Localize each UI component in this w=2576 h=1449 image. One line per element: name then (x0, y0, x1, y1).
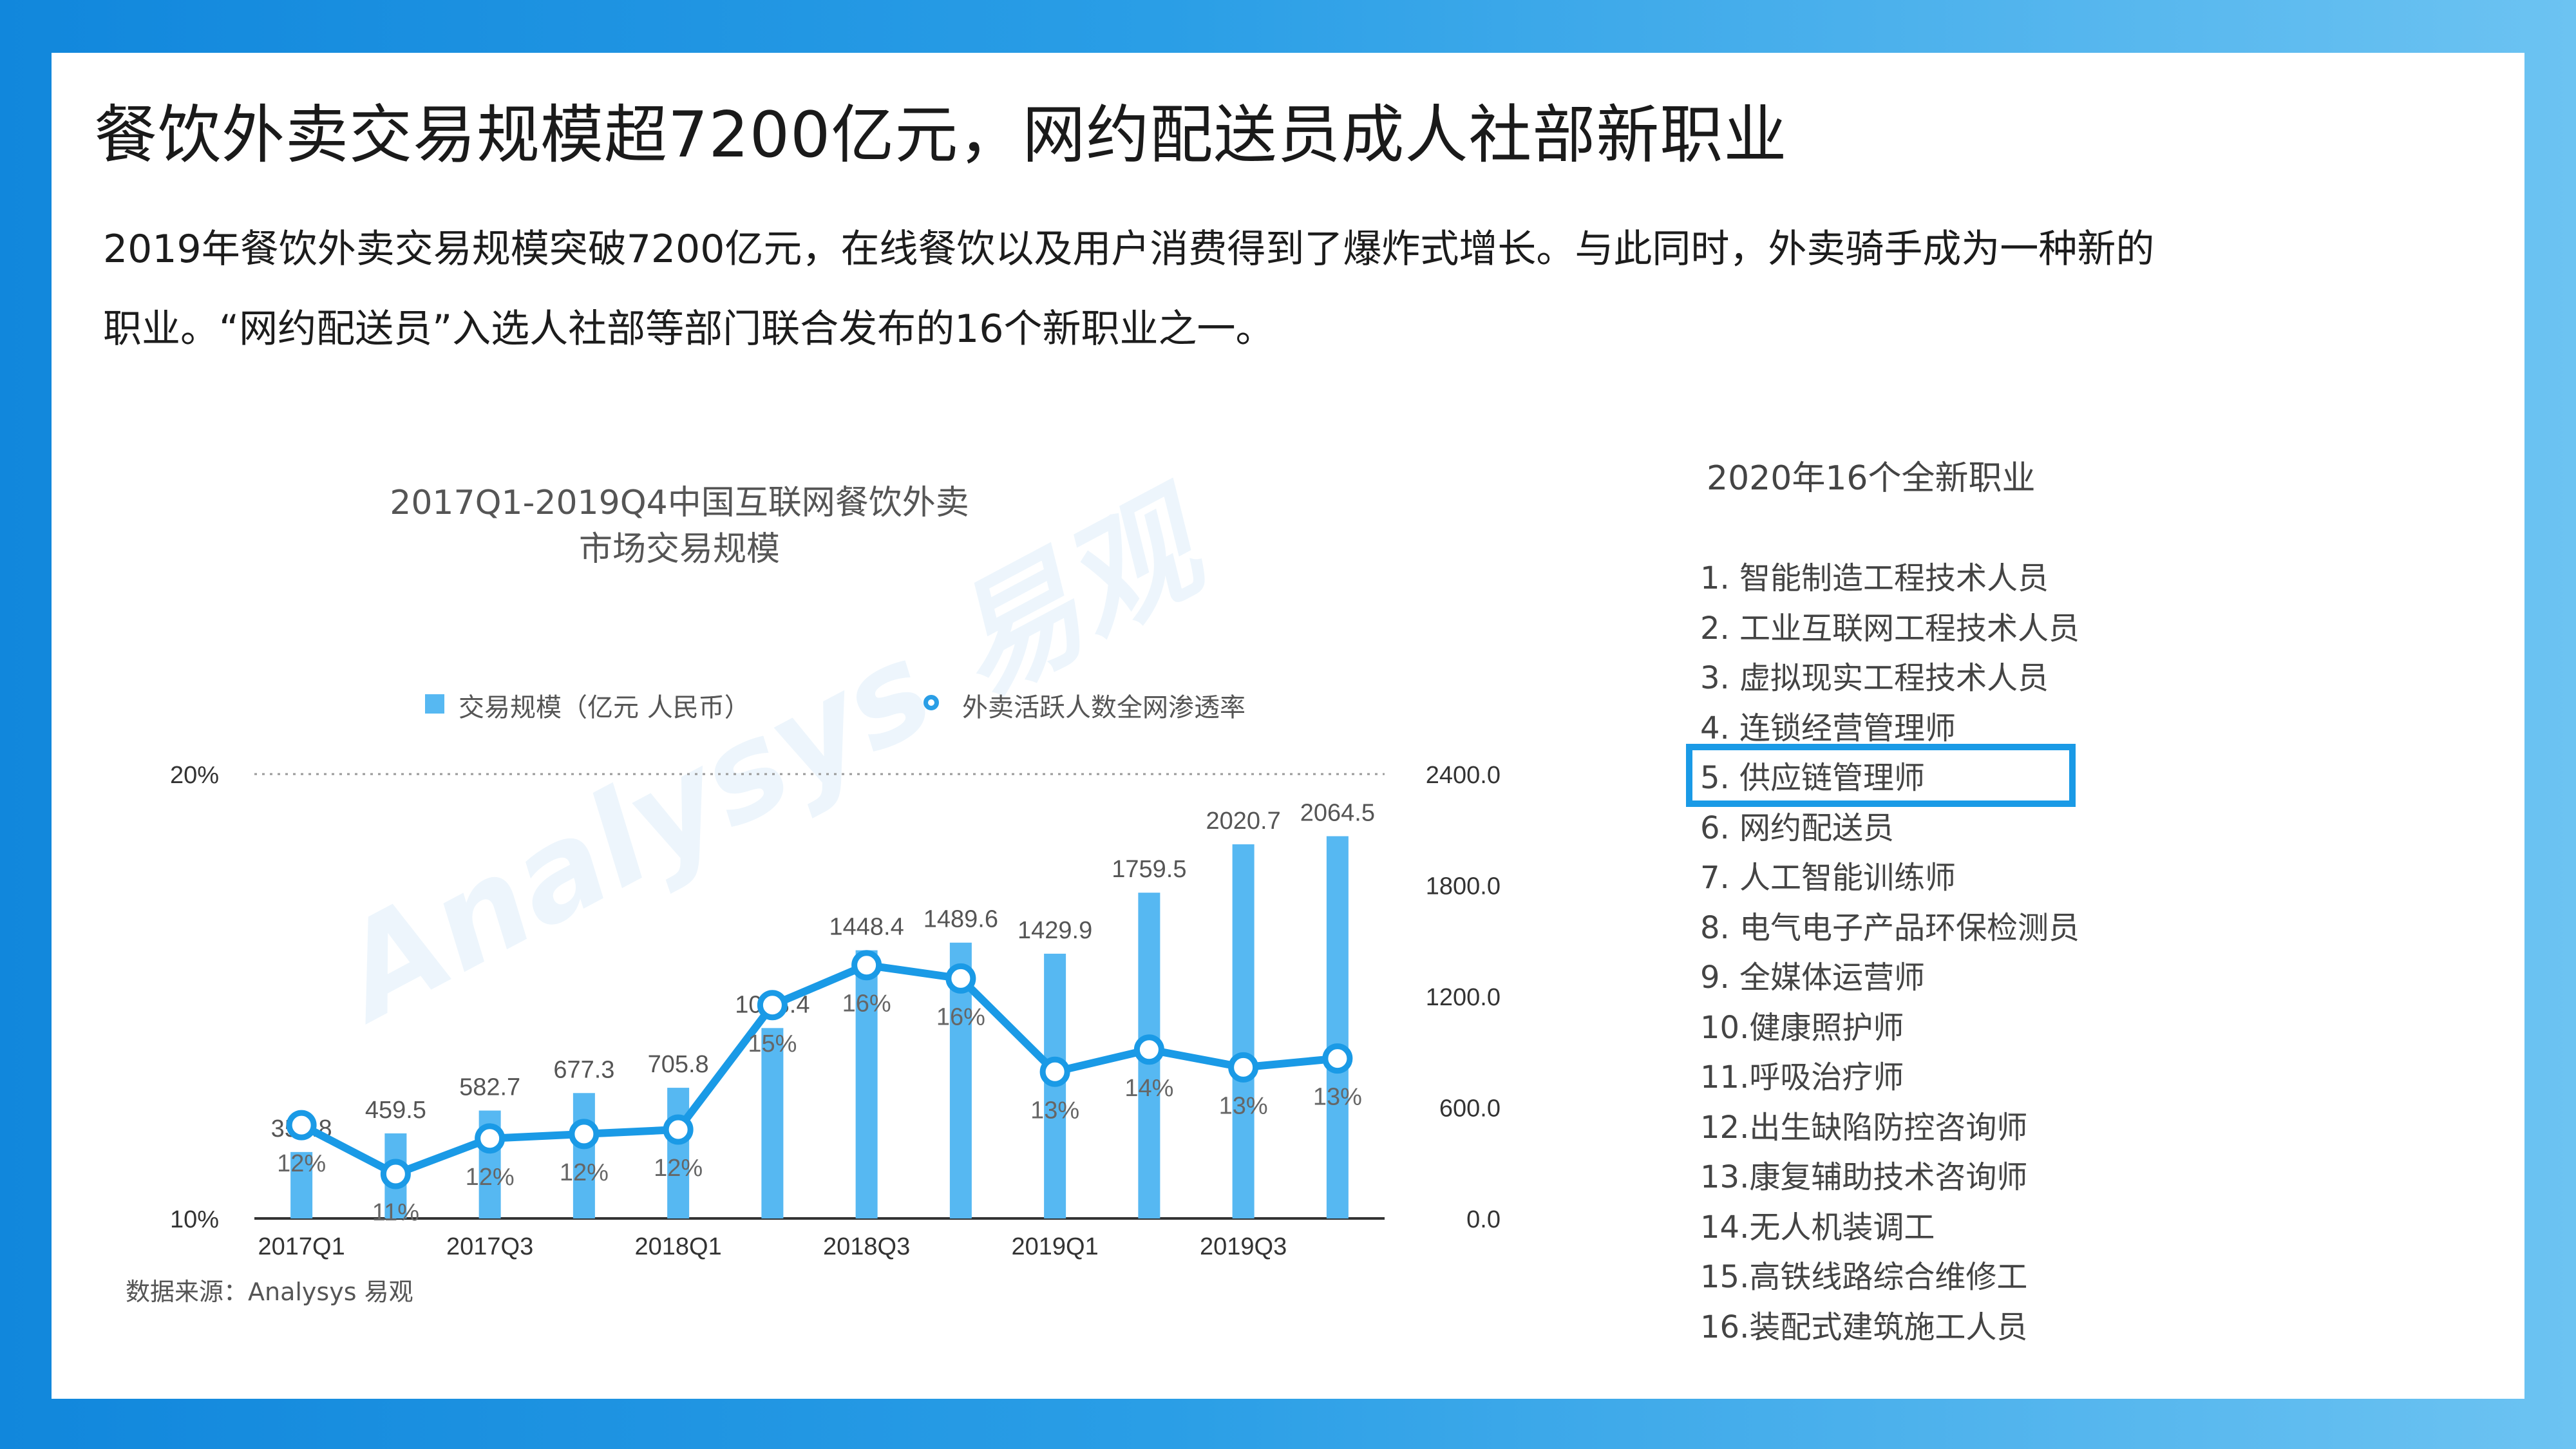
line-value-label: 12% (654, 1155, 703, 1182)
bar-value-label: 1448.4 (829, 914, 904, 941)
y-left-tick-label: 10% (170, 1206, 219, 1233)
y-left-tick-label: 20% (170, 762, 219, 789)
line-point (1039, 1056, 1070, 1087)
bar (855, 950, 878, 1218)
line-point (1322, 1043, 1353, 1074)
line-value-label: 13% (1219, 1092, 1268, 1119)
line-point (1228, 1052, 1259, 1083)
bar (1232, 844, 1255, 1218)
chart-title: 2017Q1-2019Q4中国互联网餐饮外卖 市场交易规模 (245, 480, 1114, 573)
job-item: 12.出生缺陷防控咨询师 (1700, 1109, 2028, 1146)
intro-paragraph: 2019年餐饮外卖交易规模突破7200亿元，在线餐饮以及用户消费得到了爆炸式增长… (103, 209, 2396, 369)
x-tick-label: 2018Q1 (635, 1233, 722, 1260)
line-point (569, 1119, 600, 1150)
line-value-label: 12% (466, 1164, 515, 1191)
y-right-tick-label: 0.0 (1466, 1206, 1501, 1233)
bar (1326, 836, 1349, 1218)
bar-value-label: 1489.6 (923, 906, 998, 933)
job-item: 15.高铁线路综合维修工 (1700, 1259, 2028, 1295)
bar-value-label: 705.8 (648, 1051, 709, 1078)
penetration-line (299, 961, 1338, 1178)
bar-value-label: 677.3 (553, 1056, 614, 1083)
chart-title-line-1: 2017Q1-2019Q4中国互联网餐饮外卖 (390, 484, 969, 522)
data-source: 数据来源：Analysys 易观 (126, 1278, 413, 1306)
jobs-list-title: 2020年16个全新职业 (1707, 459, 2036, 498)
y-right-tick-label: 1800.0 (1426, 873, 1501, 900)
legend-line-label: 外卖活跃人数全网渗透率 (962, 693, 1245, 723)
y-right-tick-label: 1200.0 (1426, 984, 1501, 1011)
job-item: 6. 网约配送员 (1700, 810, 1895, 846)
bar-value-label: 459.5 (365, 1097, 426, 1124)
line-point (945, 963, 976, 994)
line-value-label: 14% (1124, 1075, 1173, 1102)
line-point (1133, 1034, 1164, 1065)
bar (761, 1028, 784, 1218)
line-value-label: 15% (748, 1030, 797, 1057)
line-point (475, 1123, 506, 1154)
line-value-label: 16% (842, 990, 891, 1018)
highlight-box (1686, 744, 2076, 807)
x-tick-label: 2018Q3 (823, 1233, 910, 1260)
chart-title-line-2: 市场交易规模 (578, 530, 780, 569)
chart-area: Analysys 易观 2017Q1-2019Q4中国互联网餐饮外卖 市场交易规… (170, 471, 1501, 1260)
line-value-label: 16% (936, 1003, 985, 1030)
legend-line-marker (923, 695, 939, 710)
jobs-list: 1. 智能制造工程技术人员 2. 工业互联网工程技术人员 3. 虚拟现实工程技术人员… (1700, 554, 2079, 1352)
line-point (757, 990, 788, 1021)
slide-title: 餐饮外卖交易规模超7200亿元，网约配送员成人社部新职业 (94, 99, 1788, 172)
line-value-label: 11% (372, 1199, 419, 1226)
job-item: 4. 连锁经营管理师 (1700, 710, 1956, 746)
job-item: 1. 智能制造工程技术人员 (1700, 560, 2049, 596)
y-right-tick-label: 2400.0 (1426, 762, 1501, 789)
bar-value-label: 1429.9 (1018, 917, 1092, 944)
job-item: 3. 虚拟现实工程技术人员 (1700, 660, 2049, 696)
job-item: 10.健康照护师 (1700, 1009, 1904, 1046)
line-point (851, 950, 882, 981)
line-value-label: 13% (1030, 1097, 1079, 1124)
job-item: 2. 工业互联网工程技术人员 (1700, 610, 2080, 647)
line-point (286, 1110, 317, 1141)
job-item: 16.装配式建筑施工人员 (1700, 1309, 2028, 1345)
x-tick-label: 2017Q1 (258, 1233, 345, 1260)
bar (667, 1088, 690, 1218)
intro-line-1: 2019年餐饮外卖交易规模突破7200亿元，在线餐饮以及用户消费得到了爆炸式增长… (103, 227, 2155, 272)
intro-line-2: 职业。“网约配送员”入选人社部等部门联合发布的16个新职业之一。 (103, 307, 1274, 352)
job-item: 9. 全媒体运营师 (1700, 960, 1926, 996)
line-point (663, 1114, 694, 1145)
bar-value-label: 2064.5 (1300, 799, 1375, 826)
job-item: 7. 人工智能训练师 (1700, 860, 1956, 896)
legend-bar-label: 交易规模（亿元 人民币） (459, 693, 750, 723)
line-value-label: 12% (560, 1159, 609, 1186)
job-item: 13.康复辅助技术咨询师 (1700, 1159, 2028, 1195)
slide-card (52, 53, 2524, 1399)
job-item: 11.呼吸治疗师 (1700, 1059, 1904, 1095)
bar (290, 1151, 313, 1218)
bar (573, 1093, 595, 1218)
job-item: 14.无人机装调工 (1700, 1209, 1935, 1245)
bar-value-label: 2020.7 (1206, 808, 1281, 835)
job-item: 5. 供应链管理师 (1700, 760, 1926, 796)
line-value-label: 13% (1313, 1084, 1362, 1111)
x-tick-label: 2017Q3 (446, 1233, 533, 1260)
x-tick-label: 2019Q3 (1200, 1233, 1287, 1260)
y-right-tick-label: 600.0 (1439, 1095, 1501, 1122)
bar-value-label: 1759.5 (1112, 856, 1186, 883)
bar-value-label: 582.7 (459, 1074, 520, 1101)
job-item: 8. 电气电子产品环保检测员 (1700, 909, 2080, 946)
line-point (380, 1159, 411, 1189)
line-value-label: 12% (277, 1150, 326, 1177)
legend-bar-swatch (425, 694, 444, 714)
x-tick-label: 2019Q1 (1012, 1233, 1099, 1260)
